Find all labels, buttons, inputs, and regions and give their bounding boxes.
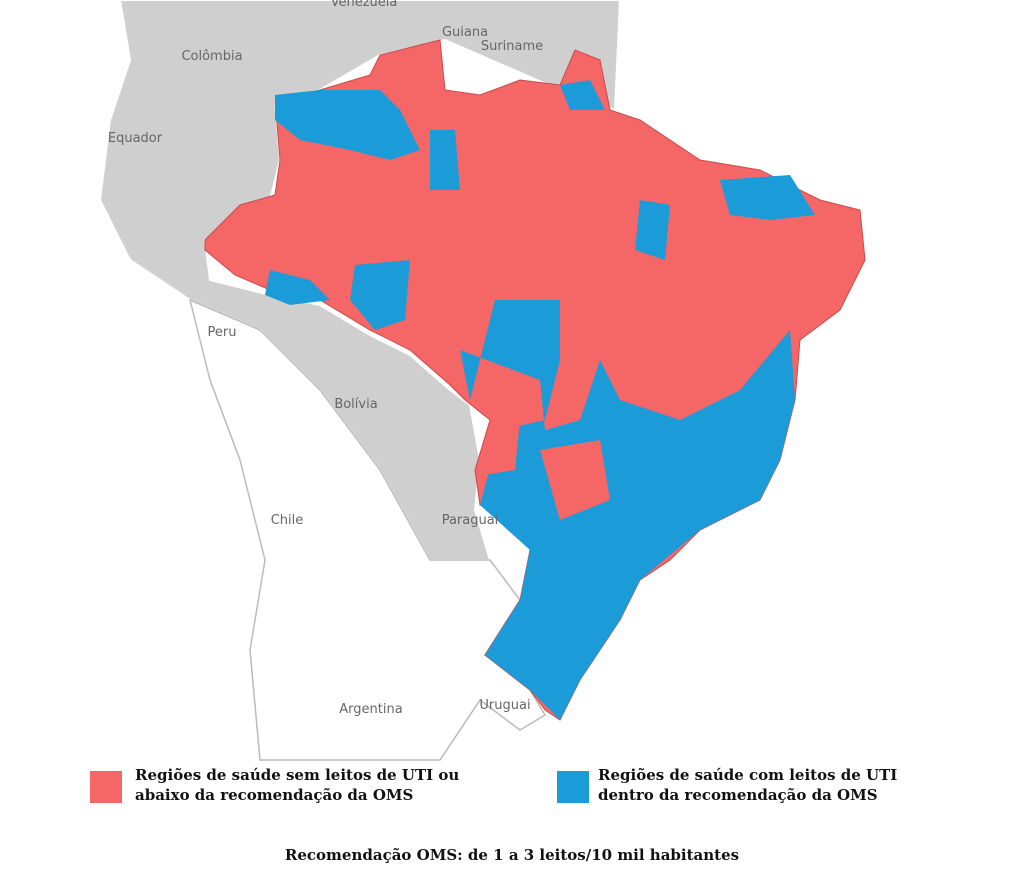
- country-label: Suriname: [481, 39, 543, 54]
- country-label: Venezuela: [331, 0, 398, 10]
- region-blue: [275, 90, 420, 160]
- legend-text: dentro da recomendação da OMS: [598, 786, 878, 804]
- legend-text: abaixo da recomendação da OMS: [135, 786, 413, 804]
- legend-swatch: [90, 771, 122, 803]
- region-blue: [265, 270, 330, 305]
- legend-text: Regiões de saúde com leitos de UTI: [598, 766, 897, 784]
- country-label: Paraguai: [442, 513, 499, 528]
- region-blue: [430, 130, 460, 190]
- country-label: Uruguai: [479, 698, 530, 713]
- country-label: Bolívia: [334, 397, 377, 412]
- country-labels: Venezuela Guiana Suriname Colômbia Equad…: [108, 0, 543, 717]
- legend-text: Regiões de saúde sem leitos de UTI ou: [135, 766, 459, 784]
- region-blue: [350, 260, 410, 330]
- region-red: [540, 440, 610, 520]
- region-blue: [460, 300, 795, 720]
- region-blue: [560, 80, 605, 110]
- country-label: Equador: [108, 131, 163, 146]
- country-label: Colômbia: [181, 49, 242, 64]
- region-blue: [635, 200, 670, 260]
- note: Recomendação OMS: de 1 a 3 leitos/10 mil…: [285, 846, 739, 864]
- southern-countries: [188, 298, 547, 761]
- region-blue: [720, 175, 815, 220]
- legend-swatch: [557, 771, 589, 803]
- country-label: Guiana: [442, 25, 488, 40]
- country-label: Peru: [208, 325, 237, 340]
- region-red: [485, 420, 520, 475]
- legend: Regiões de saúde sem leitos de UTI ou ab…: [90, 766, 897, 804]
- brazil: [204, 39, 866, 721]
- country-label: Argentina: [339, 702, 402, 717]
- country-label: Chile: [271, 513, 304, 528]
